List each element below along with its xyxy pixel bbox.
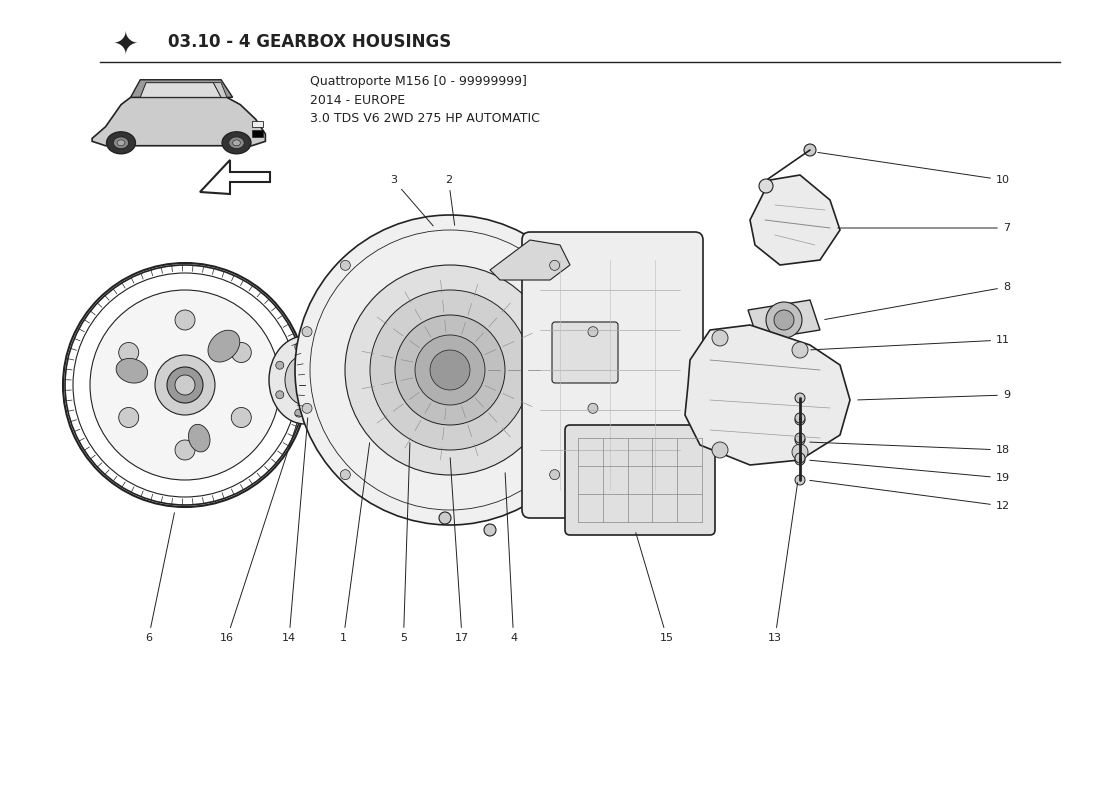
Circle shape xyxy=(439,512,451,524)
Text: 17: 17 xyxy=(450,458,469,643)
Circle shape xyxy=(712,330,728,346)
Circle shape xyxy=(345,265,556,475)
Polygon shape xyxy=(131,80,233,98)
Text: 16: 16 xyxy=(220,422,297,643)
Text: 03.10 - 4 GEARBOX HOUSINGS: 03.10 - 4 GEARBOX HOUSINGS xyxy=(168,33,451,51)
Polygon shape xyxy=(490,240,570,280)
Circle shape xyxy=(415,335,485,405)
Text: 8: 8 xyxy=(825,282,1010,319)
Circle shape xyxy=(759,179,773,193)
Circle shape xyxy=(550,260,560,270)
Circle shape xyxy=(90,290,280,480)
Circle shape xyxy=(302,403,312,414)
Circle shape xyxy=(795,475,805,485)
Circle shape xyxy=(588,326,598,337)
Text: 14: 14 xyxy=(282,418,308,643)
Ellipse shape xyxy=(208,330,240,362)
Circle shape xyxy=(795,433,805,443)
Circle shape xyxy=(113,137,129,149)
Polygon shape xyxy=(92,98,265,146)
Circle shape xyxy=(231,342,251,362)
Circle shape xyxy=(295,215,605,525)
Polygon shape xyxy=(200,160,270,194)
Polygon shape xyxy=(141,82,221,98)
Circle shape xyxy=(340,470,350,480)
Polygon shape xyxy=(685,325,850,465)
Ellipse shape xyxy=(285,355,324,405)
Circle shape xyxy=(302,326,312,337)
Text: 4: 4 xyxy=(505,473,517,643)
Circle shape xyxy=(792,342,808,358)
Text: 3.0 TDS V6 2WD 275 HP AUTOMATIC: 3.0 TDS V6 2WD 275 HP AUTOMATIC xyxy=(310,111,540,125)
Circle shape xyxy=(430,350,470,390)
Circle shape xyxy=(370,290,530,450)
Circle shape xyxy=(774,310,794,330)
Circle shape xyxy=(329,376,337,384)
Text: 11: 11 xyxy=(811,335,1010,350)
Ellipse shape xyxy=(270,336,341,424)
Circle shape xyxy=(795,453,805,463)
FancyBboxPatch shape xyxy=(565,425,715,535)
Circle shape xyxy=(175,375,195,395)
Polygon shape xyxy=(750,175,840,265)
Circle shape xyxy=(107,132,135,154)
Text: 2: 2 xyxy=(446,175,454,226)
Polygon shape xyxy=(213,82,227,98)
Text: 1: 1 xyxy=(340,442,370,643)
Text: 3: 3 xyxy=(390,175,433,226)
Bar xyxy=(252,130,264,137)
Circle shape xyxy=(155,355,214,415)
Circle shape xyxy=(167,367,204,403)
Text: 2014 - EUROPE: 2014 - EUROPE xyxy=(310,94,405,106)
Circle shape xyxy=(295,343,302,351)
Circle shape xyxy=(118,140,125,146)
Circle shape xyxy=(804,144,816,156)
Polygon shape xyxy=(748,300,820,340)
Circle shape xyxy=(276,390,284,398)
Circle shape xyxy=(295,409,302,417)
Circle shape xyxy=(795,393,805,403)
Text: 5: 5 xyxy=(400,442,410,643)
Circle shape xyxy=(712,442,728,458)
Circle shape xyxy=(550,470,560,480)
Circle shape xyxy=(276,362,284,370)
Circle shape xyxy=(588,403,598,414)
Ellipse shape xyxy=(117,358,147,383)
Circle shape xyxy=(766,302,802,338)
Text: 18: 18 xyxy=(810,442,1010,455)
Circle shape xyxy=(340,260,350,270)
Circle shape xyxy=(229,137,244,149)
Circle shape xyxy=(233,140,240,146)
Circle shape xyxy=(231,407,251,427)
Text: 7: 7 xyxy=(838,223,1010,233)
Circle shape xyxy=(319,402,327,410)
Text: ✦: ✦ xyxy=(112,30,138,59)
Text: 9: 9 xyxy=(858,390,1010,400)
Circle shape xyxy=(795,415,805,425)
Circle shape xyxy=(395,315,505,425)
Circle shape xyxy=(119,342,139,362)
Bar xyxy=(252,121,264,126)
Text: 19: 19 xyxy=(810,460,1010,483)
Circle shape xyxy=(319,350,327,358)
Circle shape xyxy=(329,376,337,384)
Text: 12: 12 xyxy=(810,480,1010,511)
Text: Quattroporte M156 [0 - 99999999]: Quattroporte M156 [0 - 99999999] xyxy=(310,75,527,89)
Circle shape xyxy=(795,413,805,423)
Text: 13: 13 xyxy=(768,482,798,643)
Circle shape xyxy=(484,524,496,536)
Text: 6: 6 xyxy=(145,513,175,643)
Circle shape xyxy=(795,435,805,445)
Text: 15: 15 xyxy=(636,533,674,643)
FancyBboxPatch shape xyxy=(552,322,618,383)
Text: 10: 10 xyxy=(817,153,1010,185)
Circle shape xyxy=(222,132,251,154)
Circle shape xyxy=(175,310,195,330)
FancyBboxPatch shape xyxy=(522,232,703,518)
Circle shape xyxy=(792,444,808,460)
Circle shape xyxy=(119,407,139,427)
Circle shape xyxy=(795,455,805,465)
Circle shape xyxy=(175,440,195,460)
Ellipse shape xyxy=(188,424,210,452)
